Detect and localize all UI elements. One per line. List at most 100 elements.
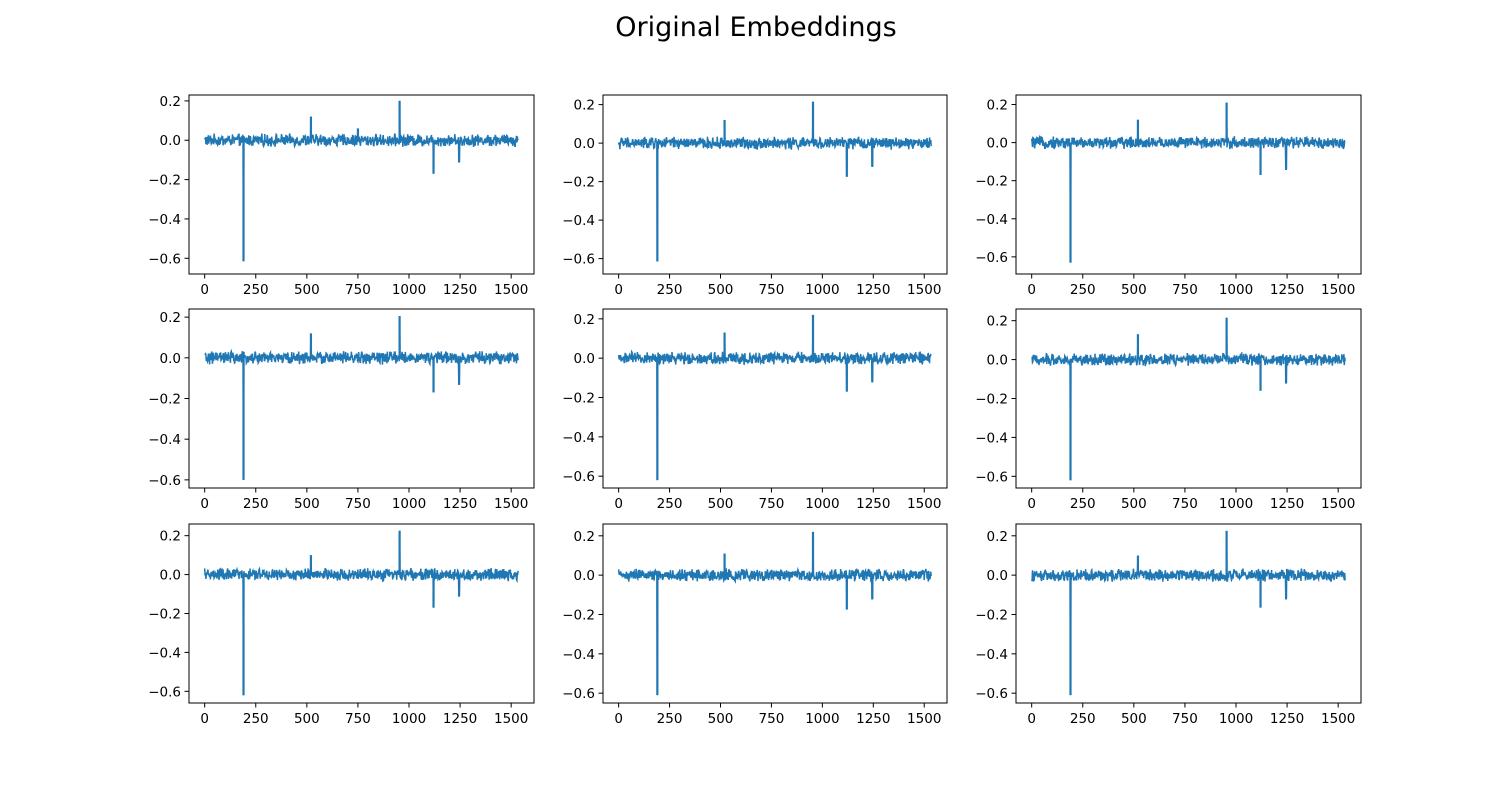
x-tick-label: 750 — [759, 711, 785, 727]
y-tick-label: 0.0 — [987, 353, 1008, 369]
axes-frame — [602, 94, 948, 275]
x-tick-label: 1500 — [494, 496, 528, 512]
x-tick-label: 0 — [614, 711, 623, 727]
subplot-1: 0 250 500 750 1000 1250 1500 −0.6 −0.4 −0.2 0.0 0.2 — [148, 94, 535, 298]
y-tick-label: −0.6 — [148, 684, 181, 700]
y-tick-label: −0.2 — [975, 174, 1008, 190]
x-tick-label: 1250 — [856, 496, 890, 512]
axes-frame — [188, 523, 535, 704]
series-line — [203, 530, 519, 696]
x-tick-label: 250 — [243, 282, 269, 298]
y-tick-label: −0.6 — [562, 469, 595, 485]
x-tick-label: 250 — [1070, 711, 1096, 727]
series-line — [617, 101, 932, 262]
x-tick-label: 500 — [708, 282, 734, 298]
y-tick-label: −0.2 — [148, 607, 181, 623]
axes-frame — [188, 308, 535, 489]
y-tick-label: 0.2 — [987, 314, 1008, 330]
y-tick-label: 0.0 — [160, 351, 181, 367]
x-tick-label: 750 — [345, 711, 371, 727]
x-tick-label: 1000 — [805, 496, 839, 512]
x-tick-label: 1250 — [443, 711, 477, 727]
x-tick-label: 1000 — [392, 282, 426, 298]
y-tick-label: 0.0 — [160, 568, 181, 584]
x-tick-label: 1250 — [856, 282, 890, 298]
series-line — [1030, 530, 1346, 696]
y-tick-label: −0.4 — [975, 212, 1008, 228]
y-tick-label: −0.2 — [975, 392, 1008, 408]
x-tick-label: 250 — [657, 711, 683, 727]
subplot-4: 0 250 500 750 1000 1250 1500 −0.6 −0.4 −0.2 0.0 0.2 — [148, 308, 535, 512]
x-tick-label: 1250 — [443, 282, 477, 298]
series-line — [204, 316, 519, 480]
x-tick-label: 1500 — [1321, 496, 1355, 512]
x-tick-label: 1500 — [907, 496, 941, 512]
series-line — [617, 531, 932, 696]
x-tick-label: 750 — [345, 496, 371, 512]
y-tick-label: −0.6 — [562, 252, 595, 268]
y-tick-label: 0.2 — [987, 98, 1008, 114]
x-tick-label: 0 — [1027, 496, 1036, 512]
y-tick-label: −0.2 — [148, 392, 181, 408]
x-tick-label: 250 — [657, 282, 683, 298]
y-tick-label: 0.2 — [160, 310, 181, 326]
y-tick-label: 0.0 — [574, 136, 595, 152]
y-tick-label: −0.4 — [148, 645, 181, 661]
y-tick-label: −0.2 — [562, 391, 595, 407]
subplot-6: 0 250 500 750 1000 1250 1500 −0.6 −0.4 −0.2 0.0 0.2 — [975, 308, 1362, 512]
series-line — [617, 314, 932, 481]
y-tick-label: −0.6 — [975, 469, 1008, 485]
x-tick-label: 0 — [614, 496, 623, 512]
x-tick-label: 0 — [200, 282, 209, 298]
y-tick-label: 0.2 — [574, 312, 595, 328]
y-tick-label: 0.2 — [160, 94, 181, 110]
x-tick-label: 1000 — [1219, 496, 1253, 512]
x-tick-label: 1250 — [1270, 282, 1304, 298]
subplot-8: 0 250 500 750 1000 1250 1500 −0.6 −0.4 −0.2 0.0 0.2 — [562, 523, 948, 727]
y-tick-label: 0.0 — [574, 568, 595, 584]
x-tick-label: 1000 — [392, 496, 426, 512]
x-tick-label: 500 — [294, 496, 320, 512]
y-tick-label: −0.4 — [562, 430, 595, 446]
subplot-3: 0 250 500 750 1000 1250 1500 −0.6 −0.4 −0.2 0.0 0.2 — [975, 94, 1362, 298]
x-tick-label: 1500 — [1321, 711, 1355, 727]
x-tick-label: 1000 — [1219, 282, 1253, 298]
x-tick-label: 1000 — [392, 711, 426, 727]
x-tick-label: 750 — [345, 282, 371, 298]
figure-title: Original Embeddings — [615, 12, 897, 43]
axes-frame — [188, 94, 535, 275]
x-tick-label: 250 — [1070, 282, 1096, 298]
x-tick-label: 0 — [200, 496, 209, 512]
y-tick-label: −0.4 — [148, 432, 181, 448]
x-tick-label: 1500 — [907, 282, 941, 298]
y-tick-label: −0.2 — [562, 607, 595, 623]
y-tick-label: −0.4 — [975, 647, 1008, 663]
x-tick-label: 0 — [614, 282, 623, 298]
y-tick-label: −0.4 — [562, 213, 595, 229]
x-tick-label: 250 — [1070, 496, 1096, 512]
y-tick-label: −0.6 — [562, 686, 595, 702]
axes-frame — [602, 523, 948, 704]
axes-frame — [1015, 523, 1362, 704]
x-tick-label: 500 — [294, 711, 320, 727]
y-tick-label: 0.2 — [160, 529, 181, 545]
x-tick-label: 750 — [1172, 282, 1198, 298]
y-tick-label: −0.6 — [975, 686, 1008, 702]
y-tick-label: −0.6 — [148, 473, 181, 489]
axes-frame — [1015, 308, 1362, 489]
y-tick-label: −0.2 — [975, 607, 1008, 623]
y-tick-label: 0.0 — [987, 136, 1008, 152]
x-tick-label: 1000 — [805, 282, 839, 298]
y-tick-label: −0.4 — [562, 647, 595, 663]
x-tick-label: 1000 — [1219, 711, 1253, 727]
y-tick-label: 0.2 — [574, 529, 595, 545]
x-tick-label: 0 — [200, 711, 209, 727]
axes-frame — [1015, 94, 1362, 275]
y-tick-label: −0.4 — [148, 212, 181, 228]
x-tick-label: 500 — [1121, 711, 1147, 727]
x-tick-label: 0 — [1027, 282, 1036, 298]
subplot-2: 0 250 500 750 1000 1250 1500 −0.6 −0.4 −0.2 0.0 0.2 — [562, 94, 948, 298]
x-tick-label: 1500 — [494, 282, 528, 298]
series-line — [203, 100, 519, 262]
